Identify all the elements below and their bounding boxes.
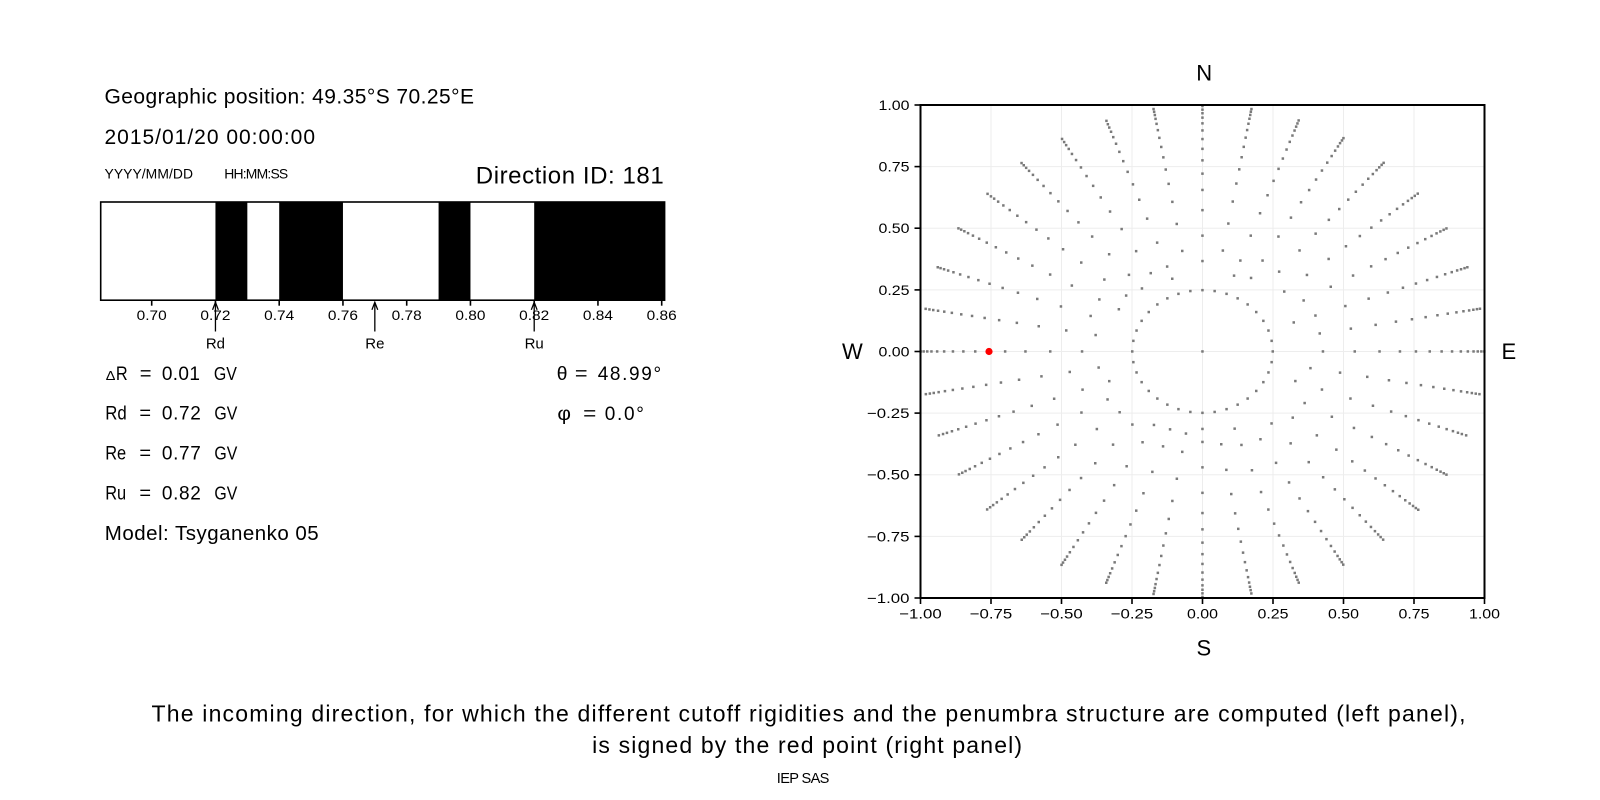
svg-text:−0.50: −0.50 bbox=[867, 468, 910, 484]
svg-text:0.75: 0.75 bbox=[1399, 607, 1430, 623]
svg-text:0.84: 0.84 bbox=[583, 308, 613, 324]
svg-text:0.75: 0.75 bbox=[879, 160, 910, 176]
svg-text:0.74: 0.74 bbox=[264, 308, 294, 324]
svg-text:−0.25: −0.25 bbox=[867, 406, 910, 422]
svg-text:0.80: 0.80 bbox=[455, 308, 485, 324]
svg-text:Ru: Ru bbox=[105, 484, 126, 505]
svg-text:IEP SAS: IEP SAS bbox=[777, 771, 830, 787]
svg-text:0.01: 0.01 bbox=[162, 364, 200, 385]
svg-text:−0.75: −0.75 bbox=[970, 607, 1013, 623]
svg-text:0.50: 0.50 bbox=[1328, 607, 1359, 623]
svg-text:N: N bbox=[1196, 60, 1212, 85]
svg-text:0.25: 0.25 bbox=[879, 283, 910, 299]
svg-text:Re: Re bbox=[105, 444, 126, 465]
svg-text:W: W bbox=[842, 339, 863, 364]
svg-text:0.77: 0.77 bbox=[162, 444, 201, 465]
svg-text:θ: θ bbox=[557, 364, 568, 385]
svg-text:1.00: 1.00 bbox=[1469, 607, 1500, 623]
svg-text:Re: Re bbox=[365, 336, 384, 353]
svg-text:φ: φ bbox=[557, 404, 571, 425]
svg-text:GV: GV bbox=[214, 444, 237, 464]
svg-text:Model: Tsyganenko 05: Model: Tsyganenko 05 bbox=[105, 522, 319, 545]
svg-text:−1.00: −1.00 bbox=[899, 607, 942, 623]
svg-text:0.50: 0.50 bbox=[879, 221, 910, 237]
svg-text:GV: GV bbox=[214, 404, 237, 424]
svg-text:0.82: 0.82 bbox=[162, 484, 201, 505]
svg-text:0.70: 0.70 bbox=[137, 308, 167, 324]
svg-text:The incoming direction, for wh: The incoming direction, for which the di… bbox=[152, 701, 1466, 727]
svg-text:YYYY/MM/DD: YYYY/MM/DD bbox=[105, 165, 194, 181]
svg-text:0.72: 0.72 bbox=[162, 404, 201, 425]
svg-text:0.86: 0.86 bbox=[647, 308, 677, 324]
svg-text:0.25: 0.25 bbox=[1258, 607, 1289, 623]
svg-text:0.78: 0.78 bbox=[392, 308, 422, 324]
svg-text:Rd: Rd bbox=[105, 404, 127, 425]
svg-text:1.00: 1.00 bbox=[879, 98, 910, 114]
svg-text:0.0°: 0.0° bbox=[605, 404, 644, 425]
svg-text:R: R bbox=[116, 364, 128, 385]
svg-text:E: E bbox=[1502, 339, 1517, 364]
svg-text:=: = bbox=[139, 444, 151, 465]
svg-text:HH:MM:SS: HH:MM:SS bbox=[224, 165, 288, 181]
svg-text:=: = bbox=[575, 364, 588, 385]
svg-text:Direction ID: 181: Direction ID: 181 bbox=[476, 163, 664, 190]
svg-text:48.99°: 48.99° bbox=[598, 364, 661, 385]
svg-text:0.76: 0.76 bbox=[328, 308, 358, 324]
svg-text:GV: GV bbox=[214, 484, 237, 504]
svg-text:S: S bbox=[1197, 636, 1212, 661]
svg-text:Geographic position: 49.35°S 7: Geographic position: 49.35°S 70.25°E bbox=[105, 85, 475, 108]
svg-text:is signed by the red point (ri: is signed by the red point (right panel) bbox=[592, 732, 1022, 758]
svg-text:GV: GV bbox=[214, 364, 237, 384]
svg-text:=: = bbox=[139, 404, 151, 425]
svg-text:Rd: Rd bbox=[206, 336, 225, 353]
svg-text:2015/01/20 00:00:00: 2015/01/20 00:00:00 bbox=[105, 126, 316, 149]
svg-text:−0.50: −0.50 bbox=[1040, 607, 1083, 623]
svg-text:−1.00: −1.00 bbox=[867, 591, 910, 607]
svg-text:=: = bbox=[139, 484, 151, 505]
svg-text:0.00: 0.00 bbox=[879, 344, 910, 360]
svg-text:Ru: Ru bbox=[525, 336, 544, 353]
svg-text:0.00: 0.00 bbox=[1187, 607, 1218, 623]
svg-text:=: = bbox=[583, 404, 596, 425]
svg-text:−0.25: −0.25 bbox=[1111, 607, 1154, 623]
svg-text:−0.75: −0.75 bbox=[867, 529, 910, 545]
svg-text:=: = bbox=[140, 364, 152, 385]
svg-text:∆: ∆ bbox=[106, 368, 115, 383]
